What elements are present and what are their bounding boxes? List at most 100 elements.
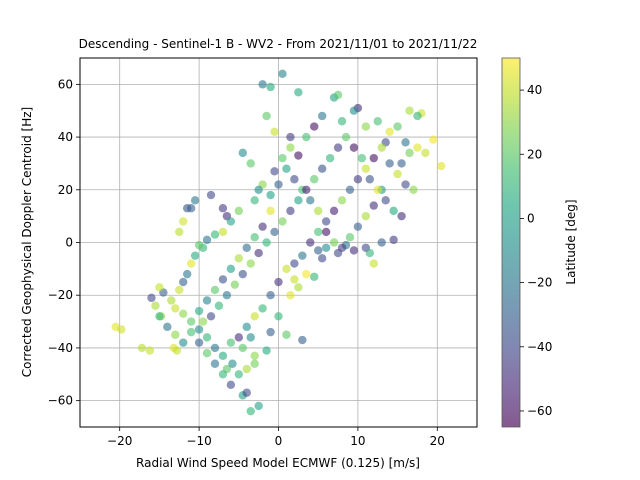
scatter-point bbox=[325, 153, 335, 163]
scatter-point bbox=[147, 293, 156, 303]
scatter-point bbox=[262, 238, 271, 247]
scatter-point bbox=[234, 254, 243, 263]
x-axis-label: Radial Wind Speed Model ECMWF (0.125) [m… bbox=[136, 456, 420, 470]
colorbar-ticks: −60 −40 −20 0 20 40 bbox=[520, 83, 552, 418]
scatter-point bbox=[270, 167, 279, 176]
scatter-point bbox=[294, 88, 303, 97]
scatter-point bbox=[302, 185, 311, 194]
scatter-point bbox=[218, 227, 228, 237]
scatter-point bbox=[349, 143, 359, 152]
scatter-point bbox=[194, 325, 204, 334]
scatter-point bbox=[175, 227, 184, 237]
scatter-point bbox=[179, 338, 188, 347]
scatter-point bbox=[218, 351, 228, 361]
scatter-point bbox=[337, 117, 347, 126]
scatter-point bbox=[278, 69, 287, 79]
scatter-point bbox=[218, 204, 228, 213]
scatter-point bbox=[429, 135, 438, 144]
scatter-point bbox=[250, 196, 259, 205]
scatter-point bbox=[385, 127, 394, 136]
y-tick-label: 0 bbox=[65, 236, 73, 250]
scatter-point bbox=[194, 240, 204, 250]
scatter-point bbox=[194, 306, 204, 316]
scatter-point bbox=[238, 343, 247, 353]
scatter-point bbox=[405, 106, 414, 115]
y-tick-label: 40 bbox=[58, 130, 73, 144]
scatter-point bbox=[206, 190, 216, 200]
scatter-point bbox=[242, 322, 251, 332]
scatter-point bbox=[202, 333, 212, 342]
scatter-point bbox=[345, 233, 355, 242]
scatter-point bbox=[266, 82, 275, 92]
scatter-point bbox=[262, 111, 271, 121]
scatter-point bbox=[361, 122, 371, 131]
scatter-point bbox=[226, 264, 236, 274]
scatter-point bbox=[329, 238, 339, 247]
scatter-point bbox=[290, 275, 299, 284]
scatter-point bbox=[206, 312, 216, 321]
scatter-point bbox=[226, 380, 236, 390]
scatter-point bbox=[349, 106, 359, 115]
y-tick-label: −20 bbox=[48, 288, 73, 302]
scatter-point bbox=[298, 251, 307, 260]
scatter-point bbox=[222, 291, 232, 300]
scatter-point bbox=[282, 264, 291, 274]
scatter-point bbox=[302, 132, 311, 142]
scatter-point bbox=[258, 304, 267, 313]
scatter-point bbox=[321, 217, 331, 226]
scatter-point bbox=[254, 401, 263, 411]
scatter-point bbox=[186, 259, 196, 268]
scatter-point bbox=[365, 248, 375, 258]
scatter-point bbox=[278, 153, 287, 163]
scatter-point bbox=[270, 227, 279, 237]
data-points bbox=[111, 69, 446, 416]
scatter-point bbox=[179, 277, 188, 287]
scatter-point bbox=[369, 201, 378, 210]
scatter-point bbox=[171, 304, 180, 313]
scatter-point bbox=[310, 175, 319, 184]
scatter-point bbox=[421, 148, 430, 158]
scatter-point bbox=[310, 272, 319, 281]
scatter-point bbox=[341, 132, 351, 142]
scatter-point bbox=[290, 175, 299, 184]
scatter-point bbox=[246, 259, 255, 268]
scatter-point bbox=[186, 317, 196, 326]
scatter-point bbox=[254, 185, 263, 194]
scatter-point bbox=[266, 327, 275, 337]
scatter-point bbox=[286, 206, 295, 216]
scatter-point bbox=[238, 148, 247, 158]
scatter-point bbox=[393, 122, 402, 131]
scatter-point bbox=[369, 153, 378, 163]
scatter-point bbox=[373, 117, 382, 126]
x-tick-label: 20 bbox=[430, 434, 445, 448]
scatter-point bbox=[171, 330, 180, 339]
scatter-point bbox=[337, 196, 347, 205]
scatter-point bbox=[202, 296, 212, 305]
scatter-point bbox=[413, 143, 422, 152]
scatter-point bbox=[167, 296, 176, 305]
x-tick-label: 0 bbox=[275, 434, 283, 448]
scatter-point bbox=[298, 335, 307, 345]
scatter-point bbox=[246, 406, 255, 416]
scatter-point bbox=[117, 325, 126, 334]
scatter-point bbox=[246, 159, 255, 168]
scatter-point bbox=[353, 222, 363, 231]
scatter-point bbox=[228, 359, 237, 368]
scatter-point bbox=[294, 151, 303, 160]
scatter-point bbox=[242, 243, 251, 252]
scatter-point bbox=[321, 243, 331, 252]
scatter-point bbox=[266, 190, 275, 200]
scatter-point bbox=[250, 351, 259, 361]
scatter-point bbox=[202, 235, 212, 245]
scatter-point bbox=[230, 280, 240, 289]
scatter-point bbox=[385, 159, 394, 168]
y-tick-label: 60 bbox=[58, 77, 73, 91]
scatter-point bbox=[373, 185, 382, 194]
scatter-point bbox=[210, 359, 220, 368]
scatter-point bbox=[218, 370, 228, 379]
scatter-point bbox=[401, 138, 410, 147]
scatter-point bbox=[242, 388, 251, 397]
scatter-point bbox=[258, 80, 267, 89]
scatter-point bbox=[314, 206, 323, 216]
